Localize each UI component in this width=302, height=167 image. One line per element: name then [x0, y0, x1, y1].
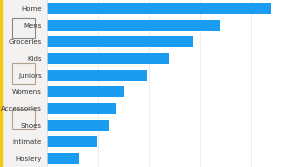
Bar [12, 109, 35, 129]
Bar [47, 153, 79, 164]
Bar [47, 86, 124, 97]
Bar [47, 120, 109, 130]
Bar [12, 18, 35, 38]
Bar [47, 37, 193, 47]
Bar [47, 53, 169, 64]
Bar [47, 70, 147, 81]
Bar [0, 0, 2, 167]
Bar [47, 3, 271, 14]
Bar [47, 136, 97, 147]
Bar [12, 63, 35, 84]
Bar [47, 20, 220, 31]
Bar [47, 103, 116, 114]
